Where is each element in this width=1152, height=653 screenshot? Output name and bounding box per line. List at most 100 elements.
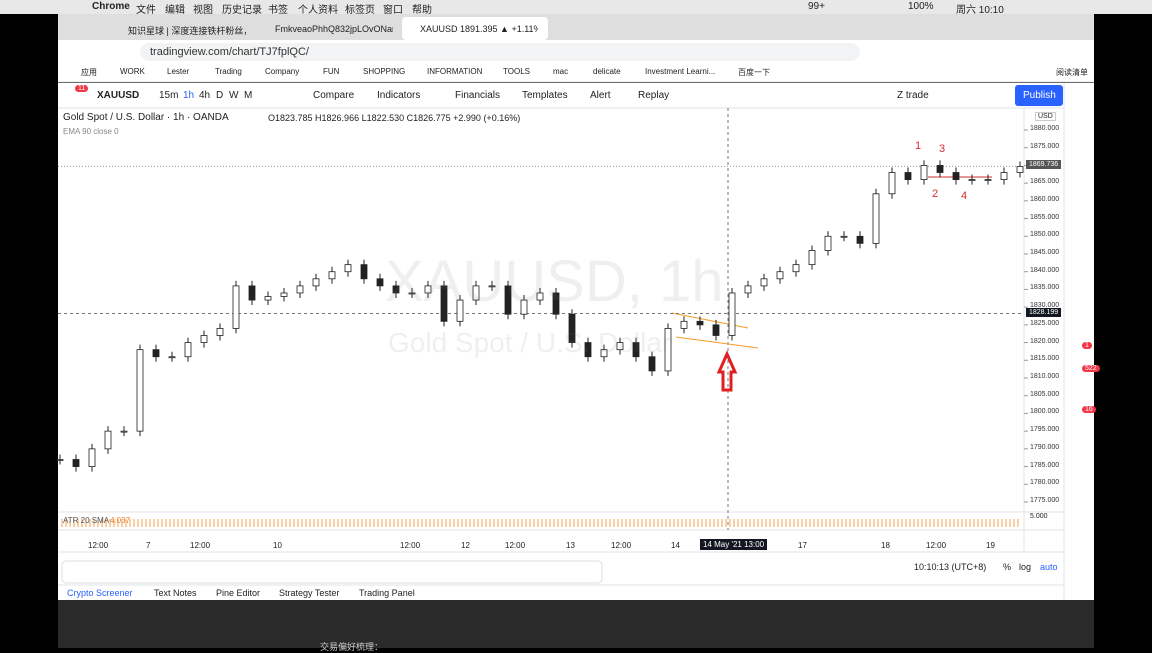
interval: W <box>229 90 239 101</box>
candle <box>1000 172 1008 180</box>
candle <box>184 342 192 358</box>
bookmark: Investment Learni... <box>645 67 716 76</box>
x-tick-label: 12:00 <box>190 541 211 550</box>
candle <box>536 292 544 301</box>
toggle: % <box>1003 562 1012 572</box>
candle <box>904 172 912 180</box>
toggle: log <box>1019 562 1032 572</box>
y-tick-label: 1820.000 <box>1030 337 1060 345</box>
last-price: 1869.736 <box>1026 160 1062 170</box>
candle <box>952 172 960 180</box>
candle <box>872 193 880 244</box>
dock-area <box>58 600 1094 648</box>
bookmark: Trading <box>215 67 242 76</box>
publish-button[interactable] <box>1015 85 1063 106</box>
arrow <box>716 350 738 392</box>
currency: USD <box>1035 112 1056 121</box>
x-tick-label: 7 <box>146 541 151 550</box>
x-tick-label: 12:00 <box>88 541 109 550</box>
candle <box>472 285 480 301</box>
candle <box>216 327 224 336</box>
candle <box>520 299 528 315</box>
candle <box>856 235 864 244</box>
candle <box>552 292 560 315</box>
y-tick-label: 1780.000 <box>1030 479 1060 487</box>
publish: Publish <box>1023 90 1056 101</box>
candle <box>1016 166 1024 173</box>
menu-item: 书签 <box>268 5 288 16</box>
watermark: Gold Spot / U.S. Dollar <box>388 327 672 358</box>
y-tick-label: 1840.000 <box>1030 266 1060 274</box>
bookmark: 应用 <box>81 68 97 77</box>
candle <box>648 356 656 372</box>
atr-axis: 5.000 <box>1030 513 1048 520</box>
candle <box>568 313 576 343</box>
candle <box>264 296 272 301</box>
bottom-tab: Text Notes <box>154 588 197 598</box>
badge: 522 <box>1082 365 1100 372</box>
drawing-toolbar <box>61 560 603 584</box>
candle <box>968 179 976 182</box>
y-tick-label: 1790.000 <box>1030 443 1060 451</box>
candle <box>680 320 688 329</box>
candle <box>504 285 512 315</box>
active-tab <box>402 17 548 40</box>
bookmark: 百度一下 <box>738 68 770 77</box>
interval: M <box>244 90 253 101</box>
candle <box>808 250 816 266</box>
candle <box>72 459 80 467</box>
y-tick-label: 1830.000 <box>1030 302 1060 310</box>
menu-item: 标签页 <box>345 5 375 16</box>
candle <box>440 285 448 322</box>
x-tick-label: 19 <box>986 541 995 550</box>
menu-item: 文件 <box>136 5 156 16</box>
annotation: 1 <box>915 140 922 152</box>
candle <box>312 278 320 287</box>
address-bar[interactable] <box>140 43 860 61</box>
menu-item: 窗口 <box>383 5 403 16</box>
candle <box>152 349 160 358</box>
candle <box>888 172 896 195</box>
candle <box>168 356 176 359</box>
y-tick-label: 1810.000 <box>1030 373 1060 380</box>
candle <box>344 264 352 273</box>
annotation: 2 <box>932 188 939 200</box>
tab: 知识星球 | 深度连接铁杆粉丝，... <box>128 26 246 36</box>
candle <box>728 292 736 336</box>
candle <box>936 165 944 173</box>
bookmark: SHOPPING <box>363 67 406 76</box>
candle <box>840 235 848 238</box>
y-tick-label: 1775.000 <box>1030 497 1060 504</box>
x-tick-label: 12 <box>461 541 470 550</box>
bottom-tab: Crypto Screener <box>67 588 133 598</box>
menu-item: 个人资料 <box>298 5 338 16</box>
menu-item: Chrome <box>92 1 130 12</box>
candle <box>584 342 592 358</box>
candle <box>248 285 256 301</box>
tab-strip <box>58 14 1094 40</box>
candle <box>984 179 992 182</box>
x-tick-label: 14 May '21 13:00 <box>700 539 768 550</box>
badge: 16 <box>1082 406 1096 413</box>
candle <box>488 285 496 288</box>
y-tick-label: 1795.000 <box>1030 426 1060 434</box>
crosshair-price: 1828.199 <box>1026 307 1062 317</box>
interval: 4h <box>199 90 211 101</box>
clock: 周六 10:10 <box>956 5 1004 16</box>
candle <box>632 342 640 358</box>
y-tick-label: 1800.000 <box>1030 408 1060 416</box>
badge: 11 <box>75 85 89 92</box>
y-tick-label: 1825.000 <box>1030 319 1060 327</box>
candle <box>600 349 608 358</box>
atr-value: 4.037 <box>110 516 131 525</box>
x-tick-label: 17 <box>798 541 807 550</box>
bookmark: WORK <box>120 67 145 76</box>
layout: Z trade <box>897 90 929 101</box>
y-tick-label: 1845.000 <box>1030 249 1060 256</box>
bookmark: Company <box>265 67 300 76</box>
bookmark: TOOLS <box>503 67 530 76</box>
menu-item: 帮助 <box>412 5 432 16</box>
candle <box>424 285 432 294</box>
candle <box>776 271 784 280</box>
y-tick-label: 1850.000 <box>1030 231 1060 239</box>
